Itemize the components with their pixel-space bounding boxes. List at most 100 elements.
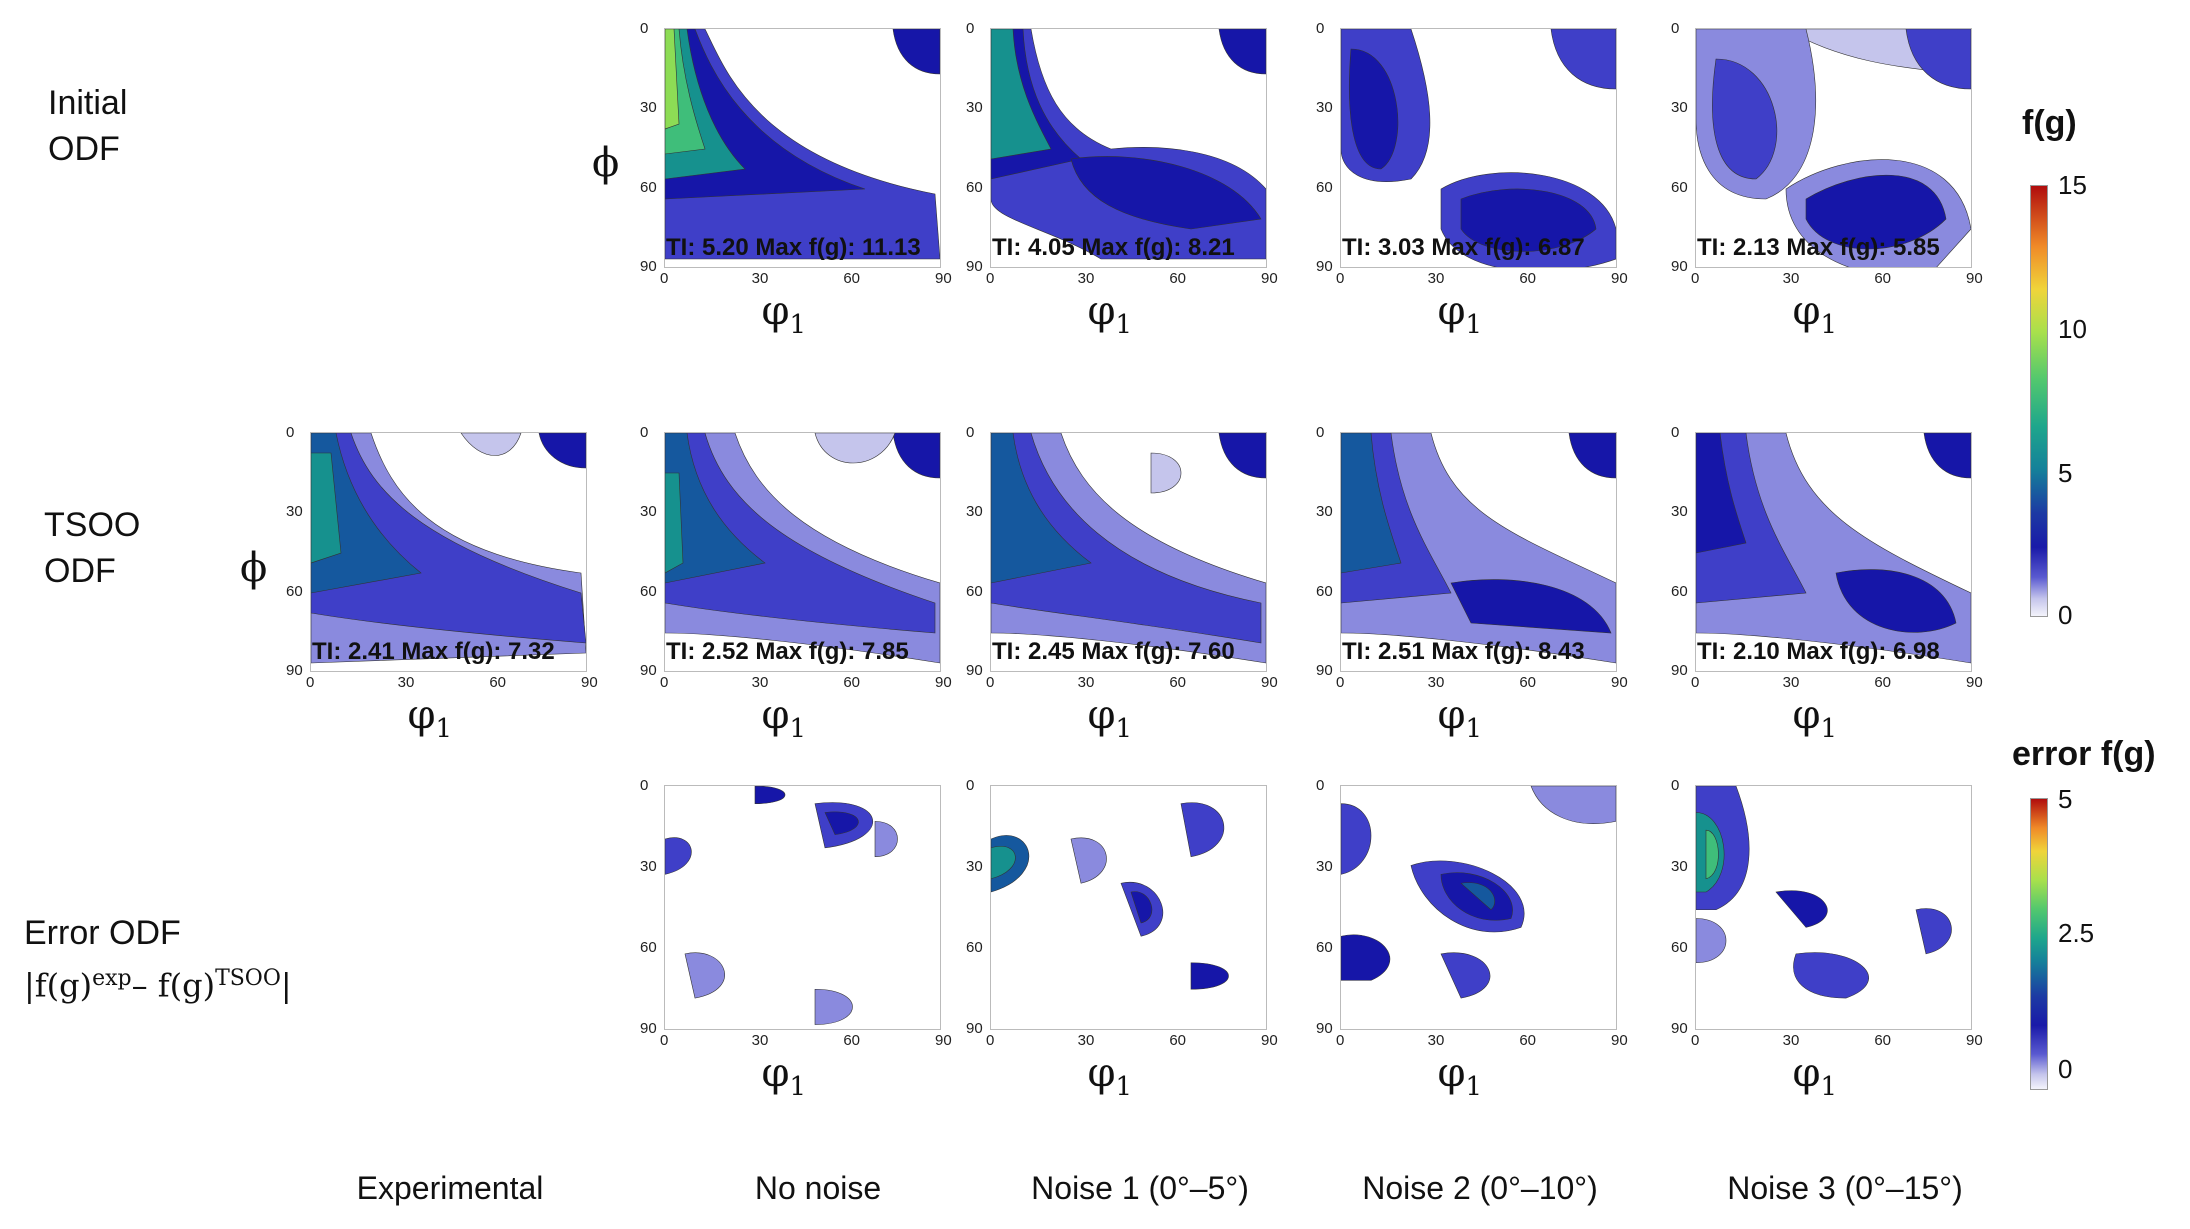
contour-level-11-5	[1440, 952, 1491, 999]
y-tick-0-90: 90	[640, 258, 657, 275]
panel-stats-1: TI: 4.05 Max f(g): 8.21	[992, 234, 1235, 261]
row-label-initial-line2: ODF	[48, 130, 120, 168]
contour-level-10-6	[1070, 837, 1107, 884]
y-tick-12-0: 0	[1671, 777, 1680, 794]
x-tick-1-90: 90	[1261, 270, 1278, 287]
y-tick-0-60: 60	[640, 178, 657, 196]
panel-stats-0: TI: 5.20 Max f(g): 11.13	[666, 234, 921, 261]
x-tick-2-30: 30	[1427, 270, 1445, 287]
x-tick-9-30: 30	[751, 1032, 769, 1049]
y-tick-5-0: 0	[640, 424, 649, 441]
contour-level-0-0	[665, 29, 940, 260]
y-tick-2-0: 0	[1316, 20, 1325, 37]
contour-level-0-5	[892, 29, 940, 75]
x-tick-8-30: 30	[1782, 674, 1800, 691]
y-tick-1-30: 30	[966, 99, 983, 117]
column-label-experimental: Experimental	[356, 1170, 544, 1206]
odf-contour-11	[1341, 786, 1616, 999]
y-tick-6-30: 30	[966, 503, 983, 521]
y-tick-9-30: 30	[640, 858, 657, 875]
row-label-initial-line1: Initial	[48, 84, 128, 122]
row-label-initial: Initial ODF	[48, 80, 127, 172]
x-tick-5-60: 60	[843, 674, 861, 691]
x-tick-7-0: 0	[1336, 674, 1345, 691]
y-tick-10-90: 90	[966, 1020, 983, 1037]
x-tick-4-90: 90	[581, 674, 598, 691]
odf-panel-tsoo-8	[1695, 432, 1972, 672]
x-axis-label-7: φ1	[1437, 692, 1483, 744]
y-tick-4-90: 90	[286, 662, 303, 679]
y-tick-1-90: 90	[966, 258, 983, 275]
y-tick-3-60: 60	[1671, 178, 1688, 196]
y-tick-1-60: 60	[966, 178, 983, 196]
y-tick-3-30: 30	[1671, 99, 1688, 117]
y-tick-11-90: 90	[1316, 1020, 1333, 1037]
y-tick-5-90: 90	[640, 662, 657, 679]
y-tick-4-0: 0	[286, 424, 295, 441]
contour-level-11-3	[1460, 882, 1496, 911]
x-tick-4-60: 60	[489, 674, 507, 691]
contour-level-4-5	[460, 433, 522, 456]
y-tick-7-30: 30	[1316, 503, 1333, 521]
x-tick-0-0: 0	[660, 270, 669, 287]
x-tick-9-90: 90	[935, 1032, 952, 1049]
contour-level-10-5	[1190, 962, 1229, 990]
x-axis-label-2: φ1	[1437, 288, 1483, 340]
y-tick-4-30: 30	[286, 503, 303, 521]
odf-contour-6	[991, 433, 1266, 664]
contour-level-2-4	[1550, 29, 1616, 90]
y-tick-2-60: 60	[1316, 178, 1333, 196]
contour-level-7-4	[1568, 433, 1616, 479]
colorbar-fg-tick-10: 10	[2058, 314, 2087, 344]
contour-level-9-1	[754, 786, 786, 804]
contour-level-12-2	[1705, 829, 1719, 880]
odf-panel-tsoo-7	[1340, 432, 1617, 672]
column-label-noise2: Noise 2 (0°–10°)	[1362, 1170, 1598, 1206]
x-tick-12-90: 90	[1966, 1032, 1983, 1049]
y-tick-1-0: 0	[966, 20, 975, 37]
x-tick-3-60: 60	[1874, 270, 1892, 287]
contour-level-10-1	[991, 846, 1016, 880]
colorbar-fg-title: f(g)	[2022, 104, 2077, 142]
x-tick-8-90: 90	[1966, 674, 1983, 691]
x-axis-label-5: φ1	[761, 692, 807, 744]
x-tick-12-60: 60	[1874, 1032, 1892, 1049]
y-tick-7-0: 0	[1316, 424, 1325, 441]
contour-level-12-6	[1696, 918, 1727, 963]
contour-level-3-2	[1712, 58, 1778, 180]
contour-level-11-6	[1530, 786, 1616, 824]
odf-contour-12	[1696, 786, 1952, 999]
y-tick-9-90: 90	[640, 1020, 657, 1037]
x-tick-6-60: 60	[1169, 674, 1187, 691]
contour-level-5-2	[665, 433, 766, 584]
x-axis-label-12: φ1	[1792, 1050, 1838, 1102]
contour-level-12-4	[1793, 952, 1869, 999]
contour-level-11-4	[1341, 934, 1391, 981]
x-tick-3-0: 0	[1691, 270, 1700, 287]
error-formula: |f(g)exp– f(g)TSOO|	[24, 956, 292, 1009]
y-tick-6-0: 0	[966, 424, 975, 441]
panel-stats-7: TI: 2.51 Max f(g): 8.43	[1342, 638, 1585, 665]
x-tick-0-90: 90	[935, 270, 952, 287]
odf-panel-tsoo-6	[990, 432, 1267, 672]
y-tick-10-60: 60	[966, 939, 983, 956]
y-tick-8-60: 60	[1671, 582, 1688, 600]
x-tick-12-0: 0	[1691, 1032, 1700, 1049]
colorbar-fg-tick-0: 0	[2058, 600, 2073, 630]
x-tick-10-60: 60	[1169, 1032, 1187, 1049]
contour-level-4-4	[538, 433, 586, 469]
y-tick-7-90: 90	[1316, 662, 1333, 679]
contour-level-8-3	[1835, 569, 1957, 633]
contour-level-9-4	[684, 952, 725, 999]
contour-level-1-2	[991, 29, 1052, 160]
odf-contour-7	[1341, 433, 1616, 664]
y-tick-12-90: 90	[1671, 1020, 1688, 1037]
x-tick-11-30: 30	[1427, 1032, 1445, 1049]
formula-sup-tsoo: TSOO	[215, 966, 281, 991]
column-label-no-noise: No noise	[754, 1170, 882, 1206]
y-axis-label-phi-initial: ϕ	[592, 140, 620, 186]
odf-panel-error-12	[1695, 785, 1972, 1030]
contour-level-10-2	[1180, 802, 1225, 858]
x-tick-4-0: 0	[306, 674, 315, 691]
y-tick-9-0: 0	[640, 777, 649, 794]
